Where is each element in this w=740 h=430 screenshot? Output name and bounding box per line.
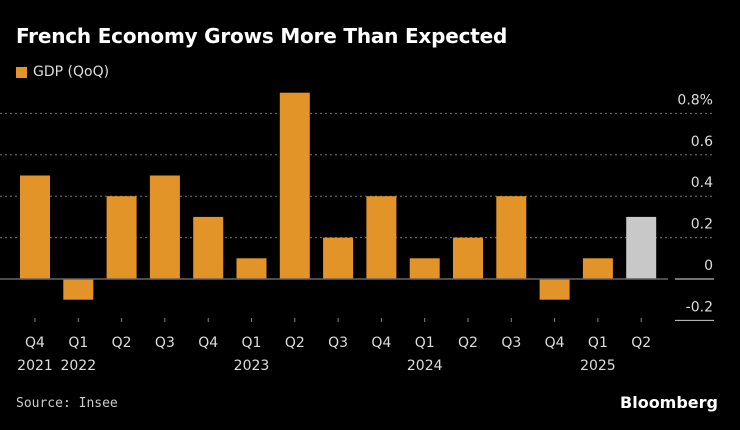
x-tick-label: Q2 (285, 335, 305, 351)
y-tick-label: 0.6 (691, 134, 713, 150)
x-tick-label: Q2 (631, 335, 651, 351)
bar (626, 216, 657, 279)
y-tick-label: 0 (704, 258, 713, 274)
x-tick-year: 2025 (580, 358, 616, 374)
legend-swatch (16, 66, 27, 78)
x-tick-year: 2022 (60, 358, 96, 374)
bloomberg-logo: Bloomberg (620, 393, 718, 412)
bar (323, 237, 354, 279)
legend-label: GDP (QoQ) (33, 64, 110, 80)
x-tick-label: Q2 (112, 335, 132, 351)
x-tick-label: Q4 (198, 335, 218, 351)
bar (193, 216, 224, 279)
chart-title: French Economy Grows More Than Expected (16, 24, 508, 48)
source-note: Source: Insee (16, 396, 118, 411)
y-tick-label: 0.2 (691, 217, 713, 233)
bar (409, 258, 440, 279)
bar (539, 279, 570, 300)
x-tick-label: Q1 (242, 335, 262, 351)
y-tick-label: -0.2 (686, 299, 713, 315)
x-tick-label: Q1 (588, 335, 608, 351)
x-tick-label: Q1 (68, 335, 88, 351)
x-tick-label: Q2 (458, 335, 478, 351)
bar (236, 258, 267, 279)
bar (366, 196, 397, 279)
bar (106, 196, 137, 279)
bar (453, 237, 483, 279)
x-tick-year: 2023 (234, 358, 270, 374)
x-tick-label: Q4 (25, 335, 45, 351)
bar (582, 258, 613, 279)
x-tick-label: Q4 (371, 335, 391, 351)
x-tick-label: Q1 (415, 335, 435, 351)
bar (279, 92, 310, 279)
x-tick-label: Q3 (501, 335, 521, 351)
bar (496, 196, 527, 279)
y-tick-label: 0.4 (691, 175, 713, 191)
bar (20, 175, 50, 279)
bar (63, 279, 94, 300)
x-tick-label: Q3 (328, 335, 348, 351)
x-tick-label: Q3 (155, 335, 175, 351)
bar (149, 175, 180, 279)
y-tick-label: 0.8% (677, 92, 713, 108)
x-tick-label: Q4 (545, 335, 565, 351)
legend: GDP (QoQ) (16, 64, 109, 80)
x-tick-year: 2021 (17, 358, 53, 374)
x-tick-year: 2024 (407, 358, 443, 374)
